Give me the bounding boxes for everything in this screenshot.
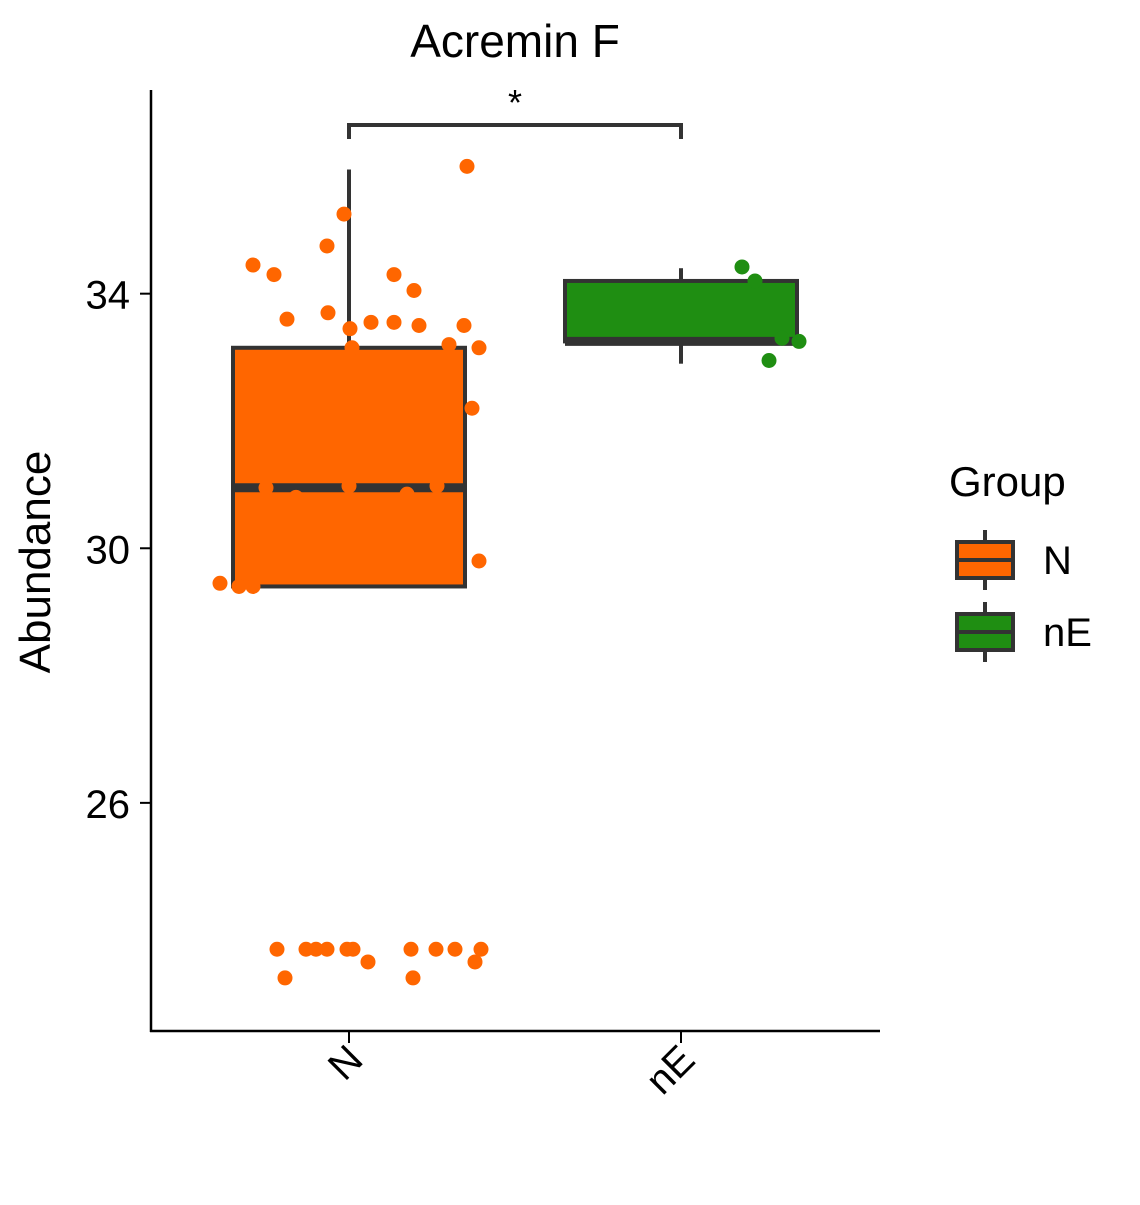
data-point-N: [473, 941, 489, 957]
data-point-N: [336, 206, 352, 222]
data-point-N: [341, 478, 357, 494]
legend: Group NnE: [949, 458, 1092, 662]
data-point-N: [411, 318, 427, 333]
data-point-nE: [734, 259, 750, 275]
data-point-N: [467, 954, 483, 970]
y-tick-label: 26: [86, 783, 131, 827]
box-layer: [231, 169, 799, 589]
data-point-N: [471, 340, 487, 356]
data-point-N: [266, 267, 282, 283]
data-point-N: [405, 970, 421, 986]
point-layer: [212, 158, 807, 986]
data-point-N: [308, 941, 324, 957]
data-point-N: [342, 321, 358, 337]
data-point-N: [344, 340, 360, 356]
legend-item-N: N: [955, 530, 1072, 590]
chart-title: Acremin F: [410, 15, 620, 67]
legend-label: N: [1043, 539, 1072, 583]
data-point-N: [471, 553, 487, 569]
data-point-N: [279, 311, 295, 327]
data-point-N: [245, 257, 261, 273]
data-point-N: [406, 282, 422, 298]
bracket-line: [347, 123, 683, 140]
data-point-N: [231, 578, 247, 594]
data-point-N: [464, 400, 480, 416]
data-point-N: [319, 941, 335, 957]
legend-label: nE: [1043, 611, 1092, 655]
significance-bracket: *: [347, 82, 683, 140]
data-point-N: [245, 578, 261, 594]
data-point-N: [288, 489, 304, 505]
data-point-N: [360, 954, 376, 970]
significance-label: *: [508, 82, 522, 123]
box-N: [231, 169, 467, 589]
data-point-N: [399, 486, 415, 502]
data-point-nE: [774, 330, 790, 346]
data-point-N: [258, 480, 274, 496]
data-point-N: [212, 575, 228, 591]
data-point-N: [386, 314, 402, 330]
data-point-N: [459, 158, 475, 174]
x-tick-label-N: N: [320, 1037, 372, 1089]
data-point-N: [277, 970, 293, 986]
x-tick-label-nE: nE: [638, 1037, 704, 1103]
data-point-N: [403, 941, 419, 957]
box-body: [231, 345, 467, 589]
box-body: [563, 278, 799, 344]
data-point-nE: [791, 333, 807, 349]
box-nE: [563, 268, 799, 364]
legend-item-nE: nE: [955, 602, 1092, 662]
data-point-N: [363, 314, 379, 330]
y-tick-label: 30: [86, 528, 131, 572]
legend-title: Group: [949, 458, 1066, 505]
y-tick-label: 34: [86, 274, 131, 318]
data-point-N: [429, 478, 445, 494]
data-point-N: [320, 305, 336, 321]
data-point-N: [386, 267, 402, 283]
data-point-N: [345, 941, 361, 957]
data-point-nE: [747, 273, 763, 289]
data-point-N: [269, 941, 285, 957]
data-point-nE: [761, 353, 777, 369]
data-point-N: [456, 318, 472, 333]
y-axis-label: Abundance: [11, 451, 60, 674]
data-point-N: [319, 238, 335, 254]
data-point-N: [441, 337, 457, 353]
data-point-N: [447, 941, 463, 957]
data-point-N: [428, 941, 444, 957]
